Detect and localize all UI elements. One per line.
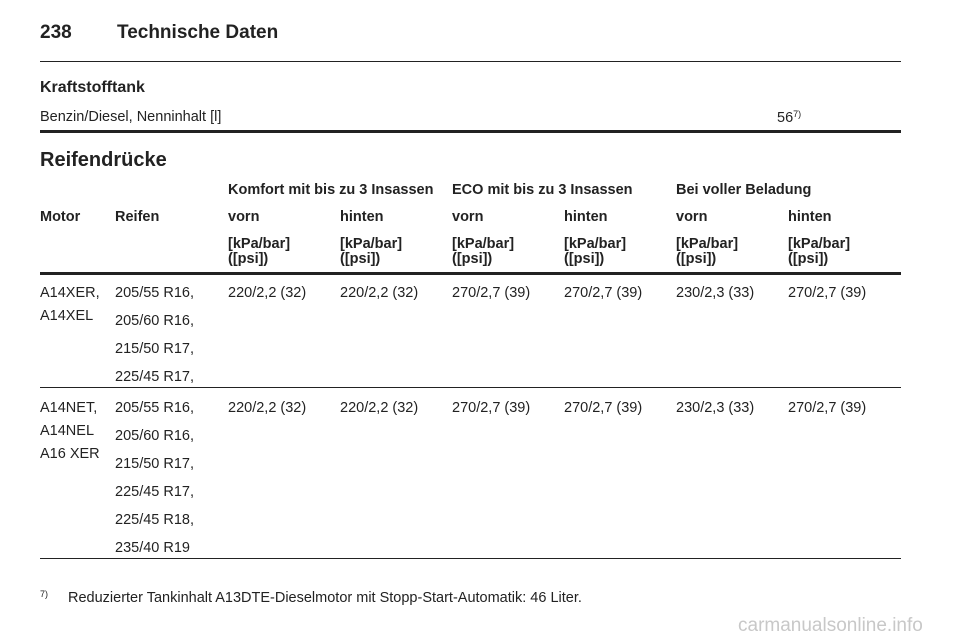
group-header: Bei voller Beladung (676, 182, 812, 198)
tyre-size-cell: 225/45 R17, (115, 369, 195, 385)
divider (40, 61, 901, 62)
pressure-cell: 270/2,7 (39) (788, 285, 867, 301)
tyre-size-cell: 215/50 R17, (115, 456, 195, 472)
pressure-cell: 220/2,2 (32) (340, 400, 419, 416)
fuel-tank-value: 567) (777, 110, 801, 126)
fuel-tank-capacity: 56 (777, 110, 794, 126)
group-header: ECO mit bis zu 3 Insassen (452, 182, 633, 198)
column-header: hinten (564, 209, 608, 225)
page-number: 238 (40, 22, 72, 43)
pressure-cell: 230/2,3 (33) (676, 285, 755, 301)
tyre-size-cell: 225/45 R17, (115, 484, 195, 500)
pressure-cell: 270/2,7 (39) (564, 400, 643, 416)
column-header: vorn (676, 209, 708, 225)
pressure-cell: 270/2,7 (39) (452, 285, 531, 301)
motor-cell: A14NET, (40, 400, 98, 416)
tyre-size-cell: 235/40 R19 (115, 540, 190, 556)
tyre-size-cell: 205/60 R16, (115, 313, 195, 329)
column-header: hinten (340, 209, 384, 225)
motor-cell: A14NEL (40, 423, 95, 439)
table-divider (40, 558, 901, 559)
pressure-cell: 270/2,7 (39) (452, 400, 531, 416)
table-divider (40, 272, 901, 275)
unit-header: [kPa/bar] ([psi]) (228, 236, 291, 267)
footnote-ref: 7) (793, 109, 802, 119)
page-title: Technische Daten (117, 22, 279, 43)
pressure-cell: 270/2,7 (39) (788, 400, 867, 416)
unit-header: [kPa/bar] ([psi]) (788, 236, 851, 267)
tyre-size-cell: 205/55 R16, (115, 400, 195, 416)
watermark: carmanualsonline.info (738, 615, 923, 636)
pressure-cell: 270/2,7 (39) (564, 285, 643, 301)
fuel-tank-heading: Kraftstofftank (40, 79, 145, 96)
motor-cell: A14XEL (40, 308, 94, 324)
column-header: Reifen (115, 209, 160, 225)
footnote-text: Reduzierter Tankinhalt A13DTE-Dieselmoto… (68, 590, 582, 606)
motor-cell: A14XER, (40, 285, 100, 301)
pressure-cell: 220/2,2 (32) (228, 400, 307, 416)
pressure-cell: 220/2,2 (32) (340, 285, 419, 301)
pressure-cell: 220/2,2 (32) (228, 285, 307, 301)
fuel-tank-label: Benzin/Diesel, Nenninhalt [l] (40, 109, 222, 125)
column-header: hinten (788, 209, 832, 225)
tyre-size-cell: 205/60 R16, (115, 428, 195, 444)
unit-header: [kPa/bar] ([psi]) (676, 236, 739, 267)
column-header: vorn (228, 209, 260, 225)
unit-header: [kPa/bar] ([psi]) (452, 236, 515, 267)
pressure-cell: 230/2,3 (33) (676, 400, 755, 416)
group-header: Komfort mit bis zu 3 Insassen (228, 182, 434, 198)
column-header: vorn (452, 209, 484, 225)
tyre-size-cell: 225/45 R18, (115, 512, 195, 528)
table-divider (40, 387, 901, 388)
motor-cell: A16 XER (40, 446, 100, 462)
tyre-pressure-heading: Reifendrücke (40, 149, 167, 171)
tyre-size-cell: 205/55 R16, (115, 285, 195, 301)
divider-thick (40, 130, 901, 133)
column-header: Motor (40, 209, 81, 225)
tyre-size-cell: 215/50 R17, (115, 341, 195, 357)
unit-header: [kPa/bar] ([psi]) (564, 236, 627, 267)
footnote-marker: 7) (40, 589, 49, 599)
unit-header: [kPa/bar] ([psi]) (340, 236, 403, 267)
